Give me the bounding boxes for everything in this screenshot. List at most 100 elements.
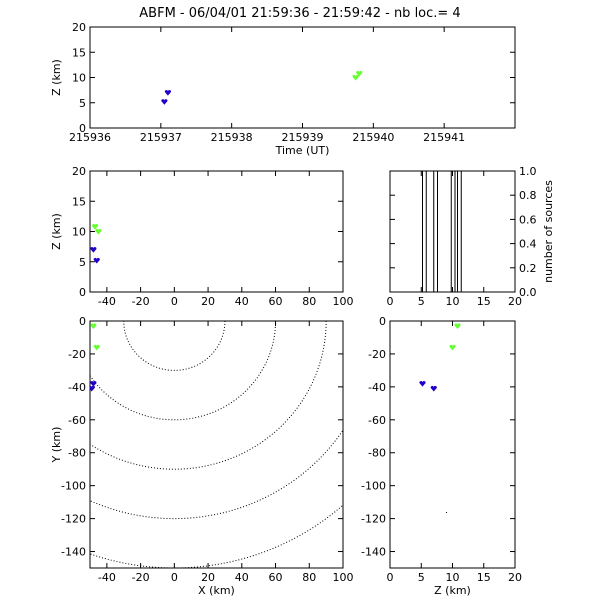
y-tick-label: -60 bbox=[368, 414, 386, 427]
x-tick-label: 215937 bbox=[140, 131, 182, 144]
y-tick-label: -100 bbox=[361, 480, 386, 493]
y-tick-label: -120 bbox=[61, 513, 86, 526]
x-tick-label: 20 bbox=[508, 295, 522, 308]
data-point-blue bbox=[90, 247, 97, 253]
panel-time-z: 215936 215937 215938 215939 215940 215941 0 5 10… bbox=[50, 21, 516, 157]
plot-area bbox=[90, 321, 343, 568]
x-axis-label: Z (km) bbox=[434, 584, 471, 597]
y-tick-label: -40 bbox=[368, 381, 386, 394]
figure-title: ABFM - 06/04/01 21:59:36 - 21:59:42 - nb… bbox=[139, 6, 460, 21]
y-tick-label: -120 bbox=[361, 513, 386, 526]
y-axis-label: number of sources bbox=[542, 180, 555, 283]
x-tick-label: 215936 bbox=[69, 131, 111, 144]
data-point-green bbox=[90, 323, 97, 329]
y-tick-label: -20 bbox=[68, 348, 86, 361]
data-point-blue bbox=[419, 380, 426, 387]
y-tick-label: -140 bbox=[361, 546, 386, 559]
y-tick-label: -20 bbox=[368, 348, 386, 361]
panel-z-y: 0 5 10 15 20 0 -20 -40 -60 -80 -100 -120 -140 Z (km) bbox=[361, 315, 522, 597]
y-tick-label: 1.0 bbox=[519, 165, 537, 178]
y-tick-label: 5 bbox=[79, 97, 86, 110]
data-point-green bbox=[95, 228, 102, 235]
x-tick-label: 0 bbox=[171, 571, 178, 584]
x-axis-label: X (km) bbox=[198, 584, 235, 597]
data-point-green bbox=[91, 224, 99, 230]
panel-histogram: 0 5 10 15 200.0 0.2 0.4 0.6 0.8 1.0 number of sour… bbox=[387, 165, 556, 308]
x-tick-label: 40 bbox=[235, 571, 249, 584]
y-tick-label: -80 bbox=[68, 447, 86, 460]
x-tick-label: 40 bbox=[235, 295, 249, 308]
range-contour bbox=[90, 321, 277, 421]
x-tick-label: 20 bbox=[201, 295, 215, 308]
y-tick-label: 0 bbox=[379, 315, 386, 328]
x-tick-label: 5 bbox=[418, 571, 425, 584]
y-tick-label: 20 bbox=[72, 165, 86, 178]
data-point-blue bbox=[90, 385, 95, 392]
x-tick-label: 20 bbox=[508, 571, 522, 584]
x-tick-label: 15 bbox=[477, 295, 491, 308]
histogram-bar bbox=[458, 171, 462, 292]
histogram-bar bbox=[451, 171, 455, 292]
x-tick-label: 0 bbox=[387, 295, 394, 308]
y-tick-label: 15 bbox=[72, 195, 86, 208]
y-tick-label: -80 bbox=[368, 447, 386, 460]
y-tick-label: -40 bbox=[68, 381, 86, 394]
x-tick-label: -40 bbox=[98, 571, 116, 584]
data-point-green bbox=[352, 74, 359, 81]
y-tick-label: 20 bbox=[72, 21, 86, 34]
x-tick-label: 60 bbox=[269, 571, 283, 584]
y-tick-label: 0 bbox=[79, 315, 86, 328]
y-tick-label: 0.6 bbox=[519, 213, 537, 226]
x-axis-label: Time (UT) bbox=[275, 144, 330, 157]
y-tick-label: 15 bbox=[72, 46, 86, 59]
y-axis-label: Z (km) bbox=[50, 59, 63, 96]
y-tick-label: 0 bbox=[79, 286, 86, 299]
panel-x-y: -40 -20 0 20 40 60 80 100 0 -20 -40 -60 -80 -100 -120 -… bbox=[50, 315, 354, 597]
x-tick-label: 100 bbox=[333, 295, 354, 308]
x-tick-label: 215940 bbox=[352, 131, 394, 144]
x-tick-label: 80 bbox=[302, 295, 316, 308]
x-tick-label: 20 bbox=[201, 571, 215, 584]
data-point-green bbox=[454, 323, 461, 329]
y-tick-label: 0.4 bbox=[519, 238, 537, 251]
histogram-bar bbox=[423, 171, 427, 292]
x-tick-label: -20 bbox=[132, 571, 150, 584]
plot-frame bbox=[89, 320, 344, 569]
panel-x-z: -40 -20 0 20 40 60 80 100 0 5 10 15 20 Z (km) bbox=[50, 165, 354, 308]
y-tick-label: -140 bbox=[61, 546, 86, 559]
plot-frame bbox=[89, 170, 344, 293]
x-tick-label: 100 bbox=[333, 571, 354, 584]
plot-area bbox=[390, 171, 515, 292]
stray-dot bbox=[446, 512, 447, 513]
y-tick-label: 0 bbox=[79, 122, 86, 135]
data-point-blue bbox=[430, 385, 437, 392]
x-tick-label: 0 bbox=[171, 295, 178, 308]
y-tick-label: 10 bbox=[72, 72, 86, 85]
y-axis-label: Z (km) bbox=[50, 213, 63, 250]
data-point-green bbox=[356, 70, 363, 77]
x-tick-label: 10 bbox=[446, 571, 460, 584]
y-tick-label: -60 bbox=[68, 414, 86, 427]
plot-area bbox=[419, 323, 461, 392]
data-point-blue bbox=[93, 257, 100, 264]
x-tick-label: 215941 bbox=[423, 131, 465, 144]
y-tick-label: -100 bbox=[61, 480, 86, 493]
y-tick-label: 10 bbox=[72, 226, 86, 239]
histogram-bar bbox=[434, 171, 438, 292]
y-tick-label: 0.2 bbox=[519, 262, 537, 275]
histogram-line bbox=[390, 171, 515, 292]
plot-area bbox=[161, 70, 363, 105]
x-tick-label: -20 bbox=[132, 295, 150, 308]
x-tick-label: 0 bbox=[387, 571, 394, 584]
data-point-green bbox=[449, 344, 456, 351]
x-tick-label: 215939 bbox=[282, 131, 324, 144]
plot-area bbox=[90, 224, 102, 264]
x-tick-label: 80 bbox=[302, 571, 316, 584]
x-tick-label: 5 bbox=[418, 295, 425, 308]
x-tick-label: 215938 bbox=[211, 131, 253, 144]
y-tick-label: 5 bbox=[79, 256, 86, 269]
x-tick-label: 15 bbox=[477, 571, 491, 584]
plot-frame bbox=[389, 320, 516, 569]
